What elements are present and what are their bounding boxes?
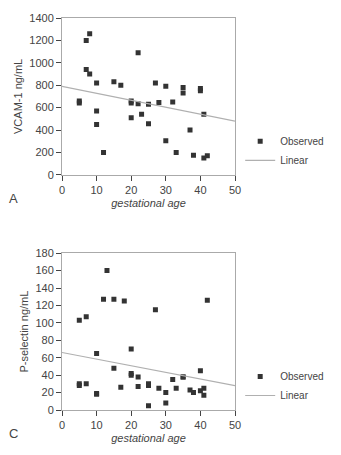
svg-text:Observed: Observed <box>280 136 323 147</box>
svg-text:50: 50 <box>229 419 241 431</box>
svg-text:1400: 1400 <box>29 12 53 24</box>
svg-text:30: 30 <box>160 419 172 431</box>
svg-text:30: 30 <box>160 184 172 196</box>
svg-text:0: 0 <box>59 184 65 196</box>
svg-text:Linear: Linear <box>280 155 308 166</box>
svg-text:1000: 1000 <box>29 57 53 69</box>
svg-text:100: 100 <box>35 317 53 329</box>
svg-text:400: 400 <box>35 124 53 136</box>
svg-text:A: A <box>9 191 18 206</box>
svg-text:gestational age: gestational age <box>111 197 186 209</box>
svg-text:0: 0 <box>48 169 54 181</box>
svg-text:140: 140 <box>35 282 53 294</box>
svg-text:VCAM-1 ng/mL: VCAM-1 ng/mL <box>12 59 24 134</box>
svg-text:Observed: Observed <box>280 371 323 382</box>
svg-text:20: 20 <box>42 386 54 398</box>
svg-text:Linear: Linear <box>280 390 308 401</box>
svg-text:600: 600 <box>35 101 53 113</box>
svg-text:40: 40 <box>194 184 206 196</box>
svg-text:50: 50 <box>229 184 241 196</box>
svg-text:40: 40 <box>42 369 54 381</box>
svg-text:160: 160 <box>35 264 53 276</box>
svg-text:0: 0 <box>59 419 65 431</box>
svg-text:0: 0 <box>48 404 54 416</box>
svg-text:C: C <box>9 426 18 441</box>
svg-text:10: 10 <box>90 419 102 431</box>
svg-text:40: 40 <box>194 419 206 431</box>
svg-text:200: 200 <box>35 146 53 158</box>
svg-text:20: 20 <box>125 419 137 431</box>
svg-text:180: 180 <box>35 247 53 259</box>
svg-text:P-selectin ng/mL: P-selectin ng/mL <box>18 291 30 373</box>
svg-text:80: 80 <box>42 334 54 346</box>
svg-text:800: 800 <box>35 79 53 91</box>
svg-text:60: 60 <box>42 352 54 364</box>
svg-text:gestational age: gestational age <box>111 432 186 444</box>
svg-text:1200: 1200 <box>29 34 53 46</box>
svg-text:120: 120 <box>35 299 53 311</box>
svg-text:20: 20 <box>125 184 137 196</box>
svg-text:10: 10 <box>90 184 102 196</box>
